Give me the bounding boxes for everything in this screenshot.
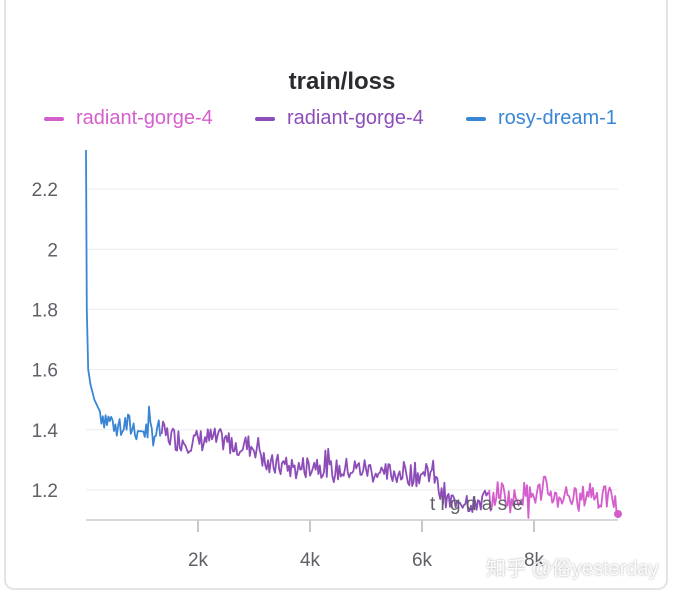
- y-axis: 1.2 1.4 1.6 1.8 2 2.2: [32, 180, 59, 502]
- y-tick-label: 1.6: [32, 361, 58, 382]
- legend-label: radiant-gorge-4: [76, 107, 213, 129]
- x-tick-label: 2k: [188, 550, 209, 571]
- legend: radiant-gorge-4 radiant-gorge-4 rosy-dre…: [0, 107, 684, 135]
- legend-label: rosy-dream-1: [498, 107, 617, 129]
- series-line-0: [488, 475, 619, 519]
- x-tick-label: 8k: [524, 550, 545, 571]
- x-tick-label: 4k: [300, 550, 321, 571]
- y-tick-label: 1.2: [32, 481, 58, 502]
- series-layer: [85, 149, 622, 519]
- x-axis: 2k 4k 6k 8k: [86, 519, 618, 571]
- grid-lines: [86, 188, 618, 491]
- x-tick-label: 6k: [412, 550, 433, 571]
- legend-label: radiant-gorge-4: [287, 107, 424, 129]
- series-end-dot: [614, 509, 622, 518]
- legend-swatch: [44, 116, 64, 121]
- y-tick-label: 1.8: [32, 300, 58, 321]
- legend-item-rosy-dream-1[interactable]: rosy-dream-1: [466, 107, 617, 130]
- legend-item-radiant-gorge-4-purple[interactable]: radiant-gorge-4: [255, 107, 424, 130]
- chart-panel: [4, 0, 668, 590]
- chart-title: train/loss: [288, 68, 396, 95]
- y-tick-label: 2.2: [32, 180, 58, 201]
- legend-swatch: [466, 116, 486, 121]
- overlay-fragment: t l g d a s e: [430, 494, 523, 515]
- series-line-2: [85, 149, 162, 447]
- y-tick-label: 2: [47, 240, 58, 261]
- legend-swatch: [255, 116, 275, 121]
- legend-item-radiant-gorge-4-pink[interactable]: radiant-gorge-4: [44, 107, 213, 130]
- watermark: 知乎 @俗yesterday: [486, 558, 659, 580]
- y-tick-label: 1.4: [32, 421, 59, 442]
- series-line-1: [160, 420, 490, 513]
